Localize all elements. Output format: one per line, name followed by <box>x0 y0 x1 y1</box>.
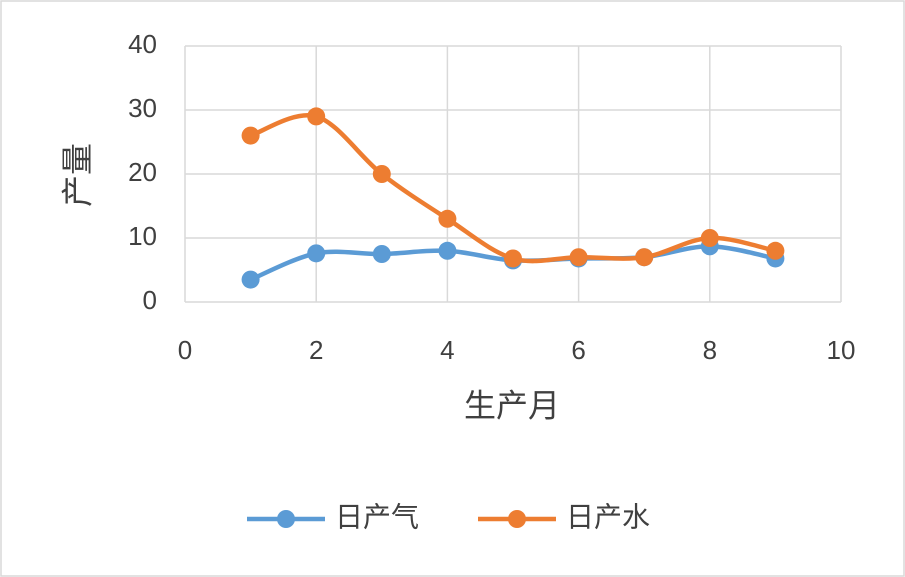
data-point <box>438 241 457 260</box>
y-tick-label: 30 <box>128 93 157 123</box>
data-point <box>766 241 785 260</box>
legend-label: 日产水 <box>566 501 650 532</box>
x-tick-label: 0 <box>178 335 192 365</box>
x-tick-label: 6 <box>571 335 585 365</box>
x-tick-label: 4 <box>440 335 454 365</box>
legend-marker <box>508 510 526 528</box>
x-tick-label: 10 <box>827 335 856 365</box>
x-axis-title: 生产月 <box>464 387 560 423</box>
data-point <box>372 245 391 263</box>
y-tick-label: 0 <box>143 285 157 315</box>
y-tick-label: 20 <box>128 157 157 187</box>
data-point <box>241 270 260 289</box>
data-point <box>700 229 719 247</box>
data-point <box>569 248 588 267</box>
y-tick-label: 40 <box>128 29 157 59</box>
y-axis-title: 产量 <box>59 143 95 207</box>
data-point <box>372 165 391 183</box>
x-tick-label: 2 <box>309 335 323 365</box>
data-point <box>307 107 326 126</box>
y-tick-label: 10 <box>128 221 157 251</box>
data-point <box>241 126 260 145</box>
data-point <box>504 249 522 268</box>
data-point <box>635 248 654 267</box>
legend-marker <box>277 510 295 528</box>
legend-label: 日产气 <box>335 501 419 532</box>
data-point <box>307 244 326 263</box>
x-tick-label: 8 <box>703 335 717 365</box>
data-point <box>438 209 457 228</box>
